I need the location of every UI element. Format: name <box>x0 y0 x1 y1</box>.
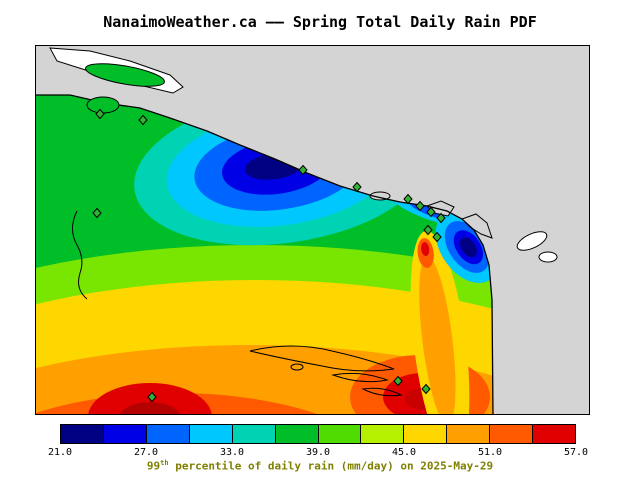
lake-outline <box>538 251 558 263</box>
colorbar-cell <box>533 425 576 443</box>
station-marker <box>423 224 433 236</box>
colorbar-tick-label: 57.0 <box>563 447 589 458</box>
colorbar-cell <box>146 425 190 443</box>
station-marker <box>426 206 436 218</box>
station-marker <box>147 391 157 403</box>
colorbar-tick-label: 21.0 <box>47 447 73 458</box>
colorbar-cell <box>275 425 319 443</box>
colorbar-tick-label: 45.0 <box>391 447 417 458</box>
colorbar-cell <box>447 425 491 443</box>
island-data-patch <box>86 96 120 114</box>
caption-number: 99 <box>146 459 161 473</box>
station-marker <box>432 231 442 243</box>
station-marker <box>393 375 403 387</box>
high-rain-plume <box>410 230 470 415</box>
coast-islet <box>369 191 391 201</box>
station-marker <box>415 200 425 212</box>
colorbar-ticks: 21.0 27.0 33.0 39.0 45.0 51.0 57.0 <box>48 447 588 459</box>
colorbar-tick-label: 39.0 <box>305 447 331 458</box>
colorbar-cell <box>61 425 104 443</box>
colorbar-cell <box>189 425 233 443</box>
caption-ordinal: th <box>160 459 169 467</box>
gulf-island-outline <box>290 363 304 371</box>
station-marker <box>403 193 413 205</box>
colorbar <box>60 424 576 444</box>
map-frame <box>35 45 590 415</box>
colorbar-cell <box>404 425 448 443</box>
gulf-island-outline <box>361 387 403 397</box>
page-title: NanaimoWeather.ca —— Spring Total Daily … <box>103 13 537 31</box>
station-marker <box>92 207 102 219</box>
colorbar-tick-label: 33.0 <box>219 447 245 458</box>
lake-outline <box>516 231 548 251</box>
station-markers <box>92 108 446 403</box>
map <box>35 45 590 416</box>
map-svg <box>35 45 590 416</box>
colorbar-tick-label: 27.0 <box>133 447 159 458</box>
station-marker <box>298 164 308 176</box>
colorbar-cell <box>318 425 362 443</box>
island-data-patch <box>85 63 165 87</box>
gulf-island-outline <box>331 372 389 383</box>
shoreline-detail <box>72 210 88 300</box>
colorbar-cell <box>103 425 147 443</box>
colorbar-cell <box>490 425 534 443</box>
station-marker <box>138 114 148 126</box>
station-marker <box>436 212 446 224</box>
colorbar-cell <box>361 425 405 443</box>
colorbar-tick-label: 51.0 <box>477 447 503 458</box>
gulf-island-outline <box>249 345 395 372</box>
station-marker <box>352 181 362 193</box>
colorbar-caption: 99th percentile of daily rain (mm/day) o… <box>0 459 640 473</box>
station-marker <box>421 383 431 395</box>
caption-text: percentile of daily rain (mm/day) on 202… <box>168 459 494 473</box>
colorbar-cell <box>232 425 276 443</box>
station-marker <box>95 108 105 120</box>
